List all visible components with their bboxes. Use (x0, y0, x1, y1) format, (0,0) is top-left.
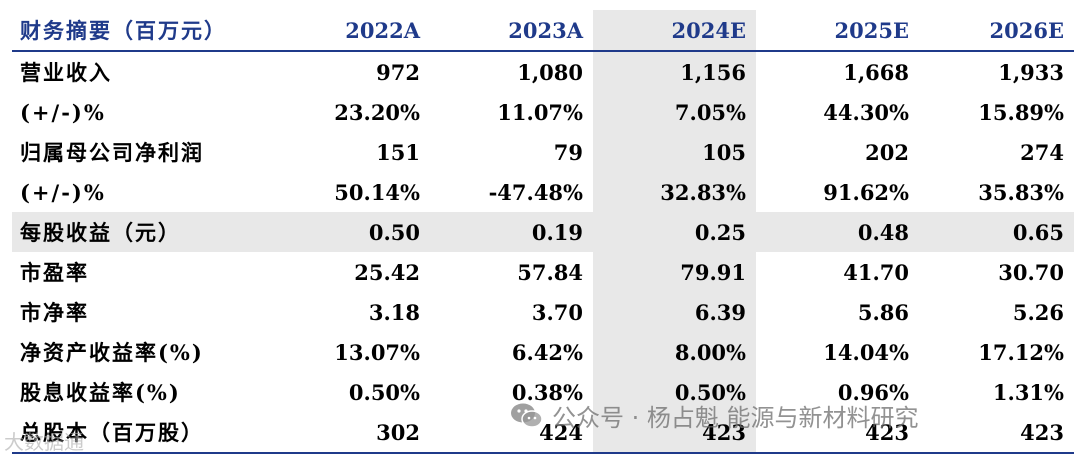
cell: 0.50 (262, 212, 430, 252)
cell: 30.70 (998, 259, 1064, 285)
header-2026e: 2026E (919, 10, 1074, 52)
cell: 1,668 (843, 59, 909, 85)
cell: 1,156 (593, 51, 756, 92)
cell: 0.38% (511, 379, 583, 405)
cell: 91.62% (823, 179, 909, 205)
cell: 423 (593, 412, 756, 454)
cell: 3.70 (531, 299, 583, 325)
cell: 151 (376, 139, 420, 165)
table-row: 市净率 3.18 3.70 6.39 5.86 5.26 (12, 292, 1074, 332)
cell: 423 (919, 412, 1074, 454)
cell: 13.07% (334, 339, 420, 365)
cell: 972 (376, 59, 420, 85)
cell: 6.39 (593, 292, 756, 332)
row-label: 每股收益（元） (12, 212, 262, 252)
cell: 0.48 (756, 212, 919, 252)
cell: 23.20% (334, 99, 420, 125)
table-row: (+/-)% 23.20% 11.07% 7.05% 44.30% 15.89% (12, 92, 1074, 132)
cell: 8.00% (593, 332, 756, 372)
cell: 1.31% (992, 379, 1064, 405)
row-label: (+/-)% (20, 99, 106, 125)
cell: 35.83% (978, 179, 1064, 205)
cell: 0.65 (919, 212, 1074, 252)
cell: 1,933 (998, 59, 1064, 85)
cell: 32.83% (593, 172, 756, 212)
cell: 44.30% (823, 99, 909, 125)
table-row: 市盈率 25.42 57.84 79.91 41.70 30.70 (12, 252, 1074, 292)
cell: 0.96% (837, 379, 909, 405)
row-label: 归属母公司净利润 (20, 140, 204, 165)
cell: 57.84 (517, 259, 583, 285)
header-2022a: 2022A (262, 10, 430, 52)
cell: 0.50% (593, 372, 756, 412)
cell: 79 (553, 139, 583, 165)
cell: 423 (756, 412, 919, 454)
cell: 5.86 (857, 299, 909, 325)
cell: 0.25 (593, 212, 756, 252)
row-label: 市净率 (20, 300, 89, 325)
financial-summary-table: 财务摘要（百万元） 2022A 2023A 2024E 2025E 2026E … (12, 10, 1074, 454)
row-label: 营业收入 (20, 60, 112, 85)
table-row: 每股收益（元） 0.50 0.19 0.25 0.48 0.65 (12, 212, 1074, 252)
cell: 50.14% (334, 179, 420, 205)
cell: 15.89% (978, 99, 1064, 125)
cell: 6.42% (511, 339, 583, 365)
table-row: 净资产收益率(%) 13.07% 6.42% 8.00% 14.04% 17.1… (12, 332, 1074, 372)
cell: 25.42 (354, 259, 420, 285)
row-label: 净资产收益率(%) (20, 340, 204, 365)
header-row: 财务摘要（百万元） 2022A 2023A 2024E 2025E 2026E (12, 10, 1074, 52)
table-row: 股息收益率(%) 0.50% 0.38% 0.50% 0.96% 1.31% (12, 372, 1074, 412)
table-row: (+/-)% 50.14% -47.48% 32.83% 91.62% 35.8… (12, 172, 1074, 212)
cell: 41.70 (843, 259, 909, 285)
cell: 3.18 (368, 299, 420, 325)
header-2023a: 2023A (430, 10, 593, 52)
cell: 0.19 (430, 212, 593, 252)
header-2025e: 2025E (756, 10, 919, 52)
table-row: 营业收入 972 1,080 1,156 1,668 1,933 (12, 51, 1074, 92)
table-row: 总股本（百万股） 302 424 423 423 423 (12, 412, 1074, 454)
cell: 14.04% (823, 339, 909, 365)
cell: 5.26 (1012, 299, 1064, 325)
cell: 1,080 (517, 59, 583, 85)
cell: 7.05% (593, 92, 756, 132)
cell: 0.50% (348, 379, 420, 405)
header-2024e: 2024E (593, 10, 756, 52)
row-label: 总股本（百万股） (12, 412, 262, 454)
cell: 202 (865, 139, 909, 165)
cell: 302 (262, 412, 430, 454)
cell: 105 (593, 132, 756, 172)
row-label: (+/-)% (20, 179, 106, 205)
cell: 17.12% (978, 339, 1064, 365)
cell: 274 (1020, 139, 1064, 165)
header-label: 财务摘要（百万元） (12, 10, 262, 52)
cell: 424 (430, 412, 593, 454)
cell: 79.91 (593, 252, 756, 292)
table-row: 归属母公司净利润 151 79 105 202 274 (12, 132, 1074, 172)
row-label: 股息收益率(%) (20, 380, 181, 405)
row-label: 市盈率 (20, 260, 89, 285)
cell: -47.48% (488, 179, 583, 205)
cell: 11.07% (497, 99, 583, 125)
